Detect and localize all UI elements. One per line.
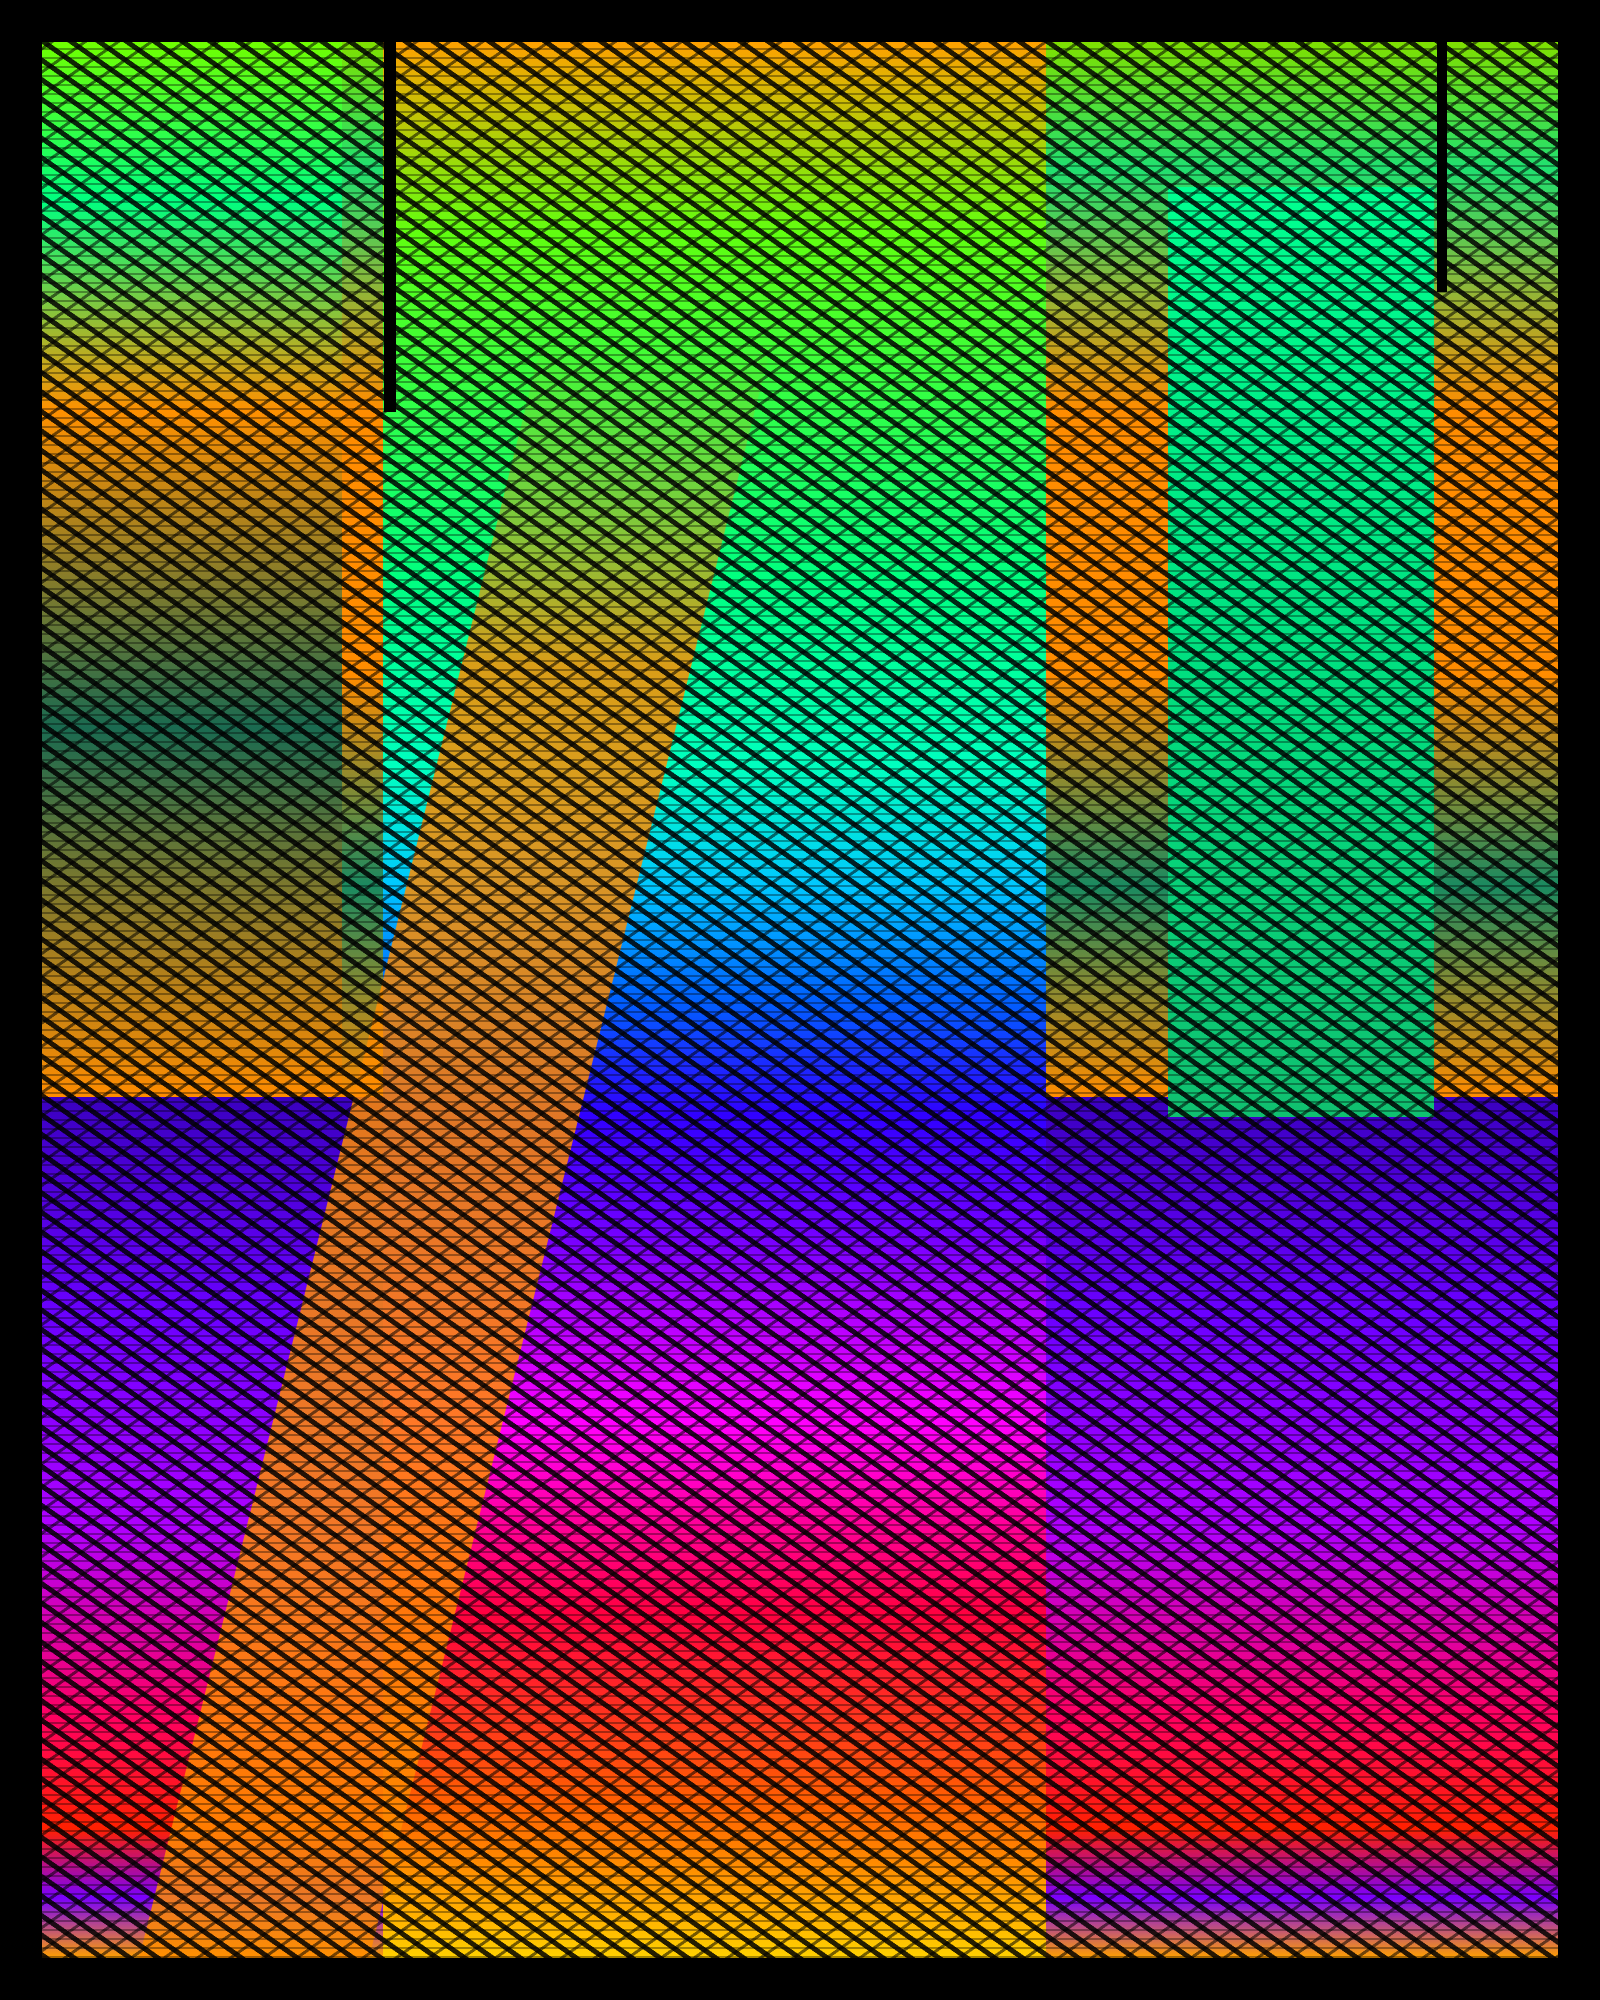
zigzag-texture-overlay	[42, 42, 1558, 1958]
generative-artwork-canvas	[42, 42, 1558, 1958]
fine-line-texture-overlay	[42, 42, 1558, 1958]
